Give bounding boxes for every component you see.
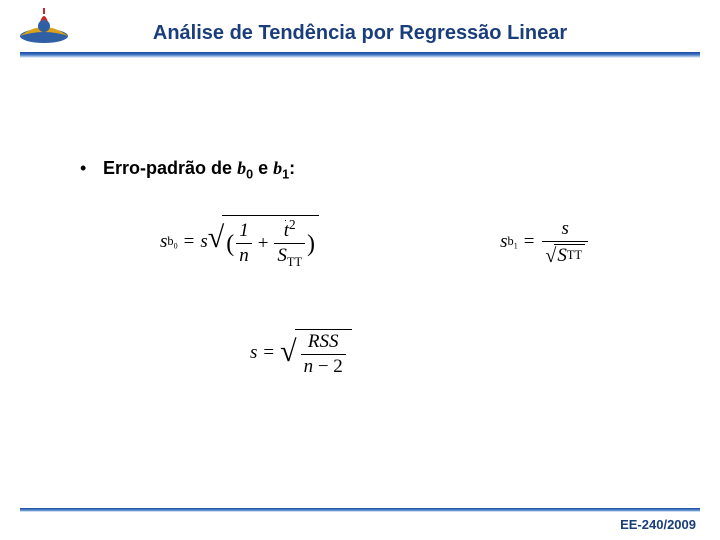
s-lhs: s: [250, 342, 257, 364]
formula-s: s = √ RSS n − 2: [250, 329, 590, 377]
bullet-and: e: [253, 158, 273, 178]
paren-open: (: [226, 232, 234, 256]
sb1-lhs-b: b1: [508, 234, 518, 250]
sb0-sqrt: √ ( 1 n + t2 STT: [208, 215, 319, 269]
sb0-frac2: t2 STT: [272, 218, 307, 269]
bullet-colon: :: [289, 158, 295, 178]
sb0-plus: +: [254, 233, 273, 255]
paren-close: ): [307, 232, 315, 256]
footer-divider: [20, 508, 700, 512]
s-equals: =: [257, 342, 280, 364]
sb1-sqrt: √ STT: [545, 244, 585, 266]
formulas-region: sb0 = s √ ( 1 n + t2: [160, 215, 590, 377]
footer-code: EE-240/2009: [620, 517, 696, 532]
sb0-frac1: 1 n: [234, 221, 254, 266]
sqrt-radical-icon: √: [208, 223, 224, 277]
bullet-point: • Erro-padrão de b0 e b1:: [80, 158, 295, 182]
bullet-marker: •: [80, 158, 98, 179]
formula-sb1: sb1 = s √ STT: [500, 219, 590, 266]
bullet-var1: b: [237, 158, 246, 178]
sb1-equals: =: [518, 231, 541, 253]
title-divider: [20, 52, 700, 58]
sqrt-radical-icon: √: [280, 337, 296, 385]
sb0-lhs-s: s: [160, 231, 167, 253]
formula-row-1: sb0 = s √ ( 1 n + t2: [160, 215, 590, 269]
bullet-mid: de: [206, 158, 237, 178]
sb0-radicand: ( 1 n + t2 STT ): [222, 215, 319, 269]
formula-sb0: sb0 = s √ ( 1 n + t2: [160, 215, 319, 269]
bullet-var2: b: [273, 158, 282, 178]
sb0-equals: =: [178, 231, 201, 253]
slide: Análise de Tendência por Regressão Linea…: [0, 0, 720, 540]
s-sqrt: √ RSS n − 2: [280, 329, 352, 377]
sb0-lhs-b: b0: [167, 234, 177, 250]
sb1-frac: s √ STT: [540, 219, 590, 266]
sb0-rhs-s: s: [200, 231, 207, 253]
sqrt-radical-icon: √: [545, 246, 556, 268]
bullet-lead: Erro-padrão: [103, 158, 206, 178]
sb1-lhs-s: s: [500, 231, 507, 253]
s-frac: RSS n − 2: [299, 332, 348, 377]
slide-title: Análise de Tendência por Regressão Linea…: [0, 22, 720, 45]
